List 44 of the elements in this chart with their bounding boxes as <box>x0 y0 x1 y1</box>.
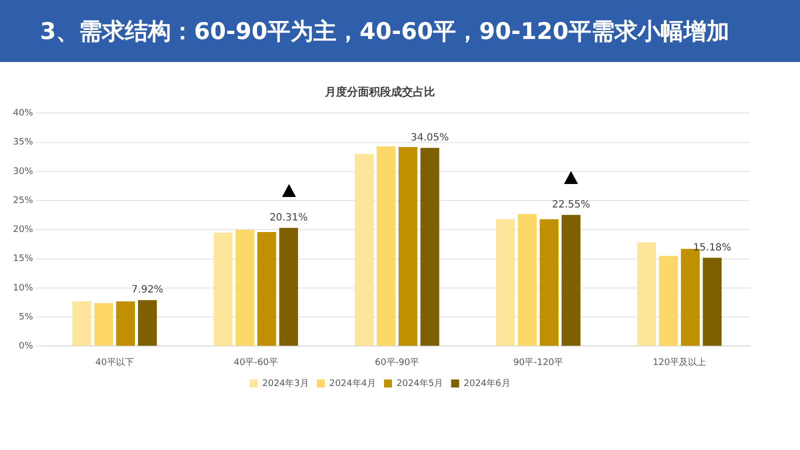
bar <box>496 219 515 346</box>
y-tick-label: 25% <box>12 196 34 206</box>
data-label: 34.05% <box>410 132 449 144</box>
bar <box>398 146 418 346</box>
x-tick-label: 120平及以上 <box>652 356 706 368</box>
bar <box>257 232 276 346</box>
bar <box>420 148 440 346</box>
bar <box>279 228 298 346</box>
bar <box>518 214 537 346</box>
x-tick-label: 60平-90平 <box>374 358 420 368</box>
data-label: 15.18% <box>693 242 732 254</box>
bar <box>659 256 678 346</box>
y-tick-label: 40% <box>12 108 34 119</box>
x-tick-label: 40平以下 <box>95 356 134 368</box>
bar <box>214 232 232 346</box>
legend-label: 2024年4月 <box>329 378 376 389</box>
bar <box>376 146 396 346</box>
bar <box>562 214 580 346</box>
chart-subtitle: 月度分面积段成交占比 <box>324 85 435 98</box>
data-label: 7.92% <box>132 284 164 296</box>
bar <box>354 154 374 346</box>
bar <box>702 258 722 346</box>
x-tick-label: 90平-120平 <box>513 358 564 368</box>
y-tick-label: 15% <box>12 254 34 264</box>
data-label: 22.55% <box>552 199 590 210</box>
y-tick-label: 30% <box>12 166 34 177</box>
bar <box>138 300 157 346</box>
x-tick-label: 40平-60平 <box>234 358 278 368</box>
bar <box>637 242 656 346</box>
legend-label: 2024年3月 <box>262 378 309 389</box>
bar <box>235 230 254 346</box>
bar <box>72 301 92 346</box>
y-tick-label: 10% <box>12 283 34 294</box>
legend-label: 2024年5月 <box>396 378 444 389</box>
y-tick-label: 0% <box>18 342 34 352</box>
data-label: 20.31% <box>270 212 308 224</box>
bar <box>94 303 114 346</box>
legend-label: 2024年6月 <box>464 378 510 389</box>
y-tick-label: 5% <box>18 312 34 322</box>
bar <box>116 301 135 346</box>
bar <box>540 219 559 346</box>
y-tick-label: 20% <box>12 225 34 236</box>
chart-title: 3、需求结构：60-90平为主，40-60平，90-120平需求小幅增加 <box>0 0 800 62</box>
y-tick-label: 35% <box>12 138 34 148</box>
